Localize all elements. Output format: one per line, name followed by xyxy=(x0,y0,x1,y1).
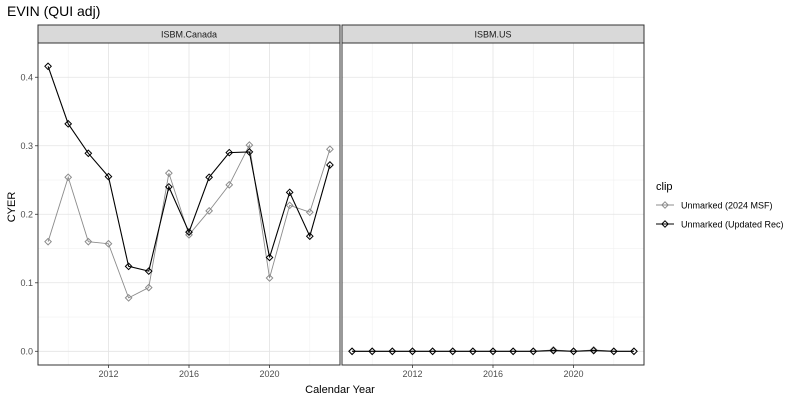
data-point xyxy=(408,347,417,356)
legend-key-marker xyxy=(661,220,669,228)
x-tick-label: 2012 xyxy=(98,369,118,379)
legend-item: Unmarked (Updated Rec) xyxy=(656,220,784,230)
data-point xyxy=(185,228,193,236)
legend-item: Unmarked (2024 MSF) xyxy=(656,201,773,211)
data-point xyxy=(44,62,52,71)
data-point xyxy=(569,347,578,356)
legend-title: clip xyxy=(656,181,673,193)
legend-label: Unmarked (2024 MSF) xyxy=(681,201,773,211)
data-point xyxy=(529,347,538,356)
data-point xyxy=(549,346,558,355)
data-point xyxy=(84,149,93,158)
y-tick-label: 0.2 xyxy=(20,209,33,219)
legend: clip Unmarked (2024 MSF) Unmarked (Update… xyxy=(656,181,784,230)
data-point xyxy=(368,347,377,356)
data-point xyxy=(84,237,93,246)
series-updated-rec xyxy=(44,62,334,276)
data-point xyxy=(285,188,294,197)
data-point xyxy=(609,347,618,356)
facet-panel-ISBM.Canada: ISBM.Canada 2012 2016 2020 0.0 0.1 0.2 0.3 0.4 xyxy=(20,24,341,379)
data-point xyxy=(64,119,73,128)
data-point xyxy=(509,347,518,356)
data-point xyxy=(305,232,314,241)
data-point xyxy=(104,239,113,248)
facet-strip-label: ISBM.US xyxy=(474,30,511,40)
data-point xyxy=(285,201,294,210)
chart-title: EVIN (QUI adj) xyxy=(7,3,100,19)
data-point xyxy=(489,347,497,356)
series-updated-rec xyxy=(348,346,638,356)
data-point xyxy=(64,173,73,182)
data-point xyxy=(265,274,274,282)
data-point xyxy=(589,346,598,355)
data-point xyxy=(225,148,234,157)
data-point xyxy=(205,173,214,182)
data-point xyxy=(265,253,274,262)
data-point xyxy=(164,169,173,178)
y-tick-label: 0.3 xyxy=(20,141,33,151)
y-axis-title: CYER xyxy=(6,192,18,223)
data-point xyxy=(326,161,334,169)
data-point xyxy=(326,145,334,154)
data-point xyxy=(348,347,356,356)
facet-panel-ISBM.US: ISBM.US 2012 2016 2020 xyxy=(341,24,645,379)
y-tick-label: 0.0 xyxy=(20,346,33,356)
data-point xyxy=(164,182,173,191)
x-tick-label: 2016 xyxy=(179,369,199,379)
x-tick-label: 2020 xyxy=(564,369,584,379)
data-point xyxy=(225,180,234,189)
legend-label: Unmarked (Updated Rec) xyxy=(681,220,784,230)
x-tick-label: 2012 xyxy=(402,369,422,379)
legend-key-marker xyxy=(661,201,669,209)
y-tick-label: 0.1 xyxy=(20,278,33,288)
facet-strip-label: ISBM.Canada xyxy=(161,30,217,40)
y-tick-label: 0.4 xyxy=(20,72,33,82)
data-point xyxy=(630,347,638,356)
data-point xyxy=(124,293,133,302)
data-point xyxy=(388,347,397,356)
data-point xyxy=(245,148,254,156)
data-point xyxy=(44,237,52,246)
series-line xyxy=(47,66,331,272)
data-point xyxy=(205,206,214,215)
data-point xyxy=(428,347,437,356)
data-point xyxy=(448,347,457,356)
data-point xyxy=(124,262,133,271)
x-tick-label: 2020 xyxy=(260,369,280,379)
data-point xyxy=(104,172,113,181)
data-point xyxy=(305,208,314,217)
x-tick-label: 2016 xyxy=(483,369,503,379)
data-point xyxy=(144,267,153,276)
x-axis-title: Calendar Year xyxy=(305,384,375,396)
data-point xyxy=(468,347,477,356)
data-point xyxy=(144,283,153,292)
series-line xyxy=(352,350,634,352)
